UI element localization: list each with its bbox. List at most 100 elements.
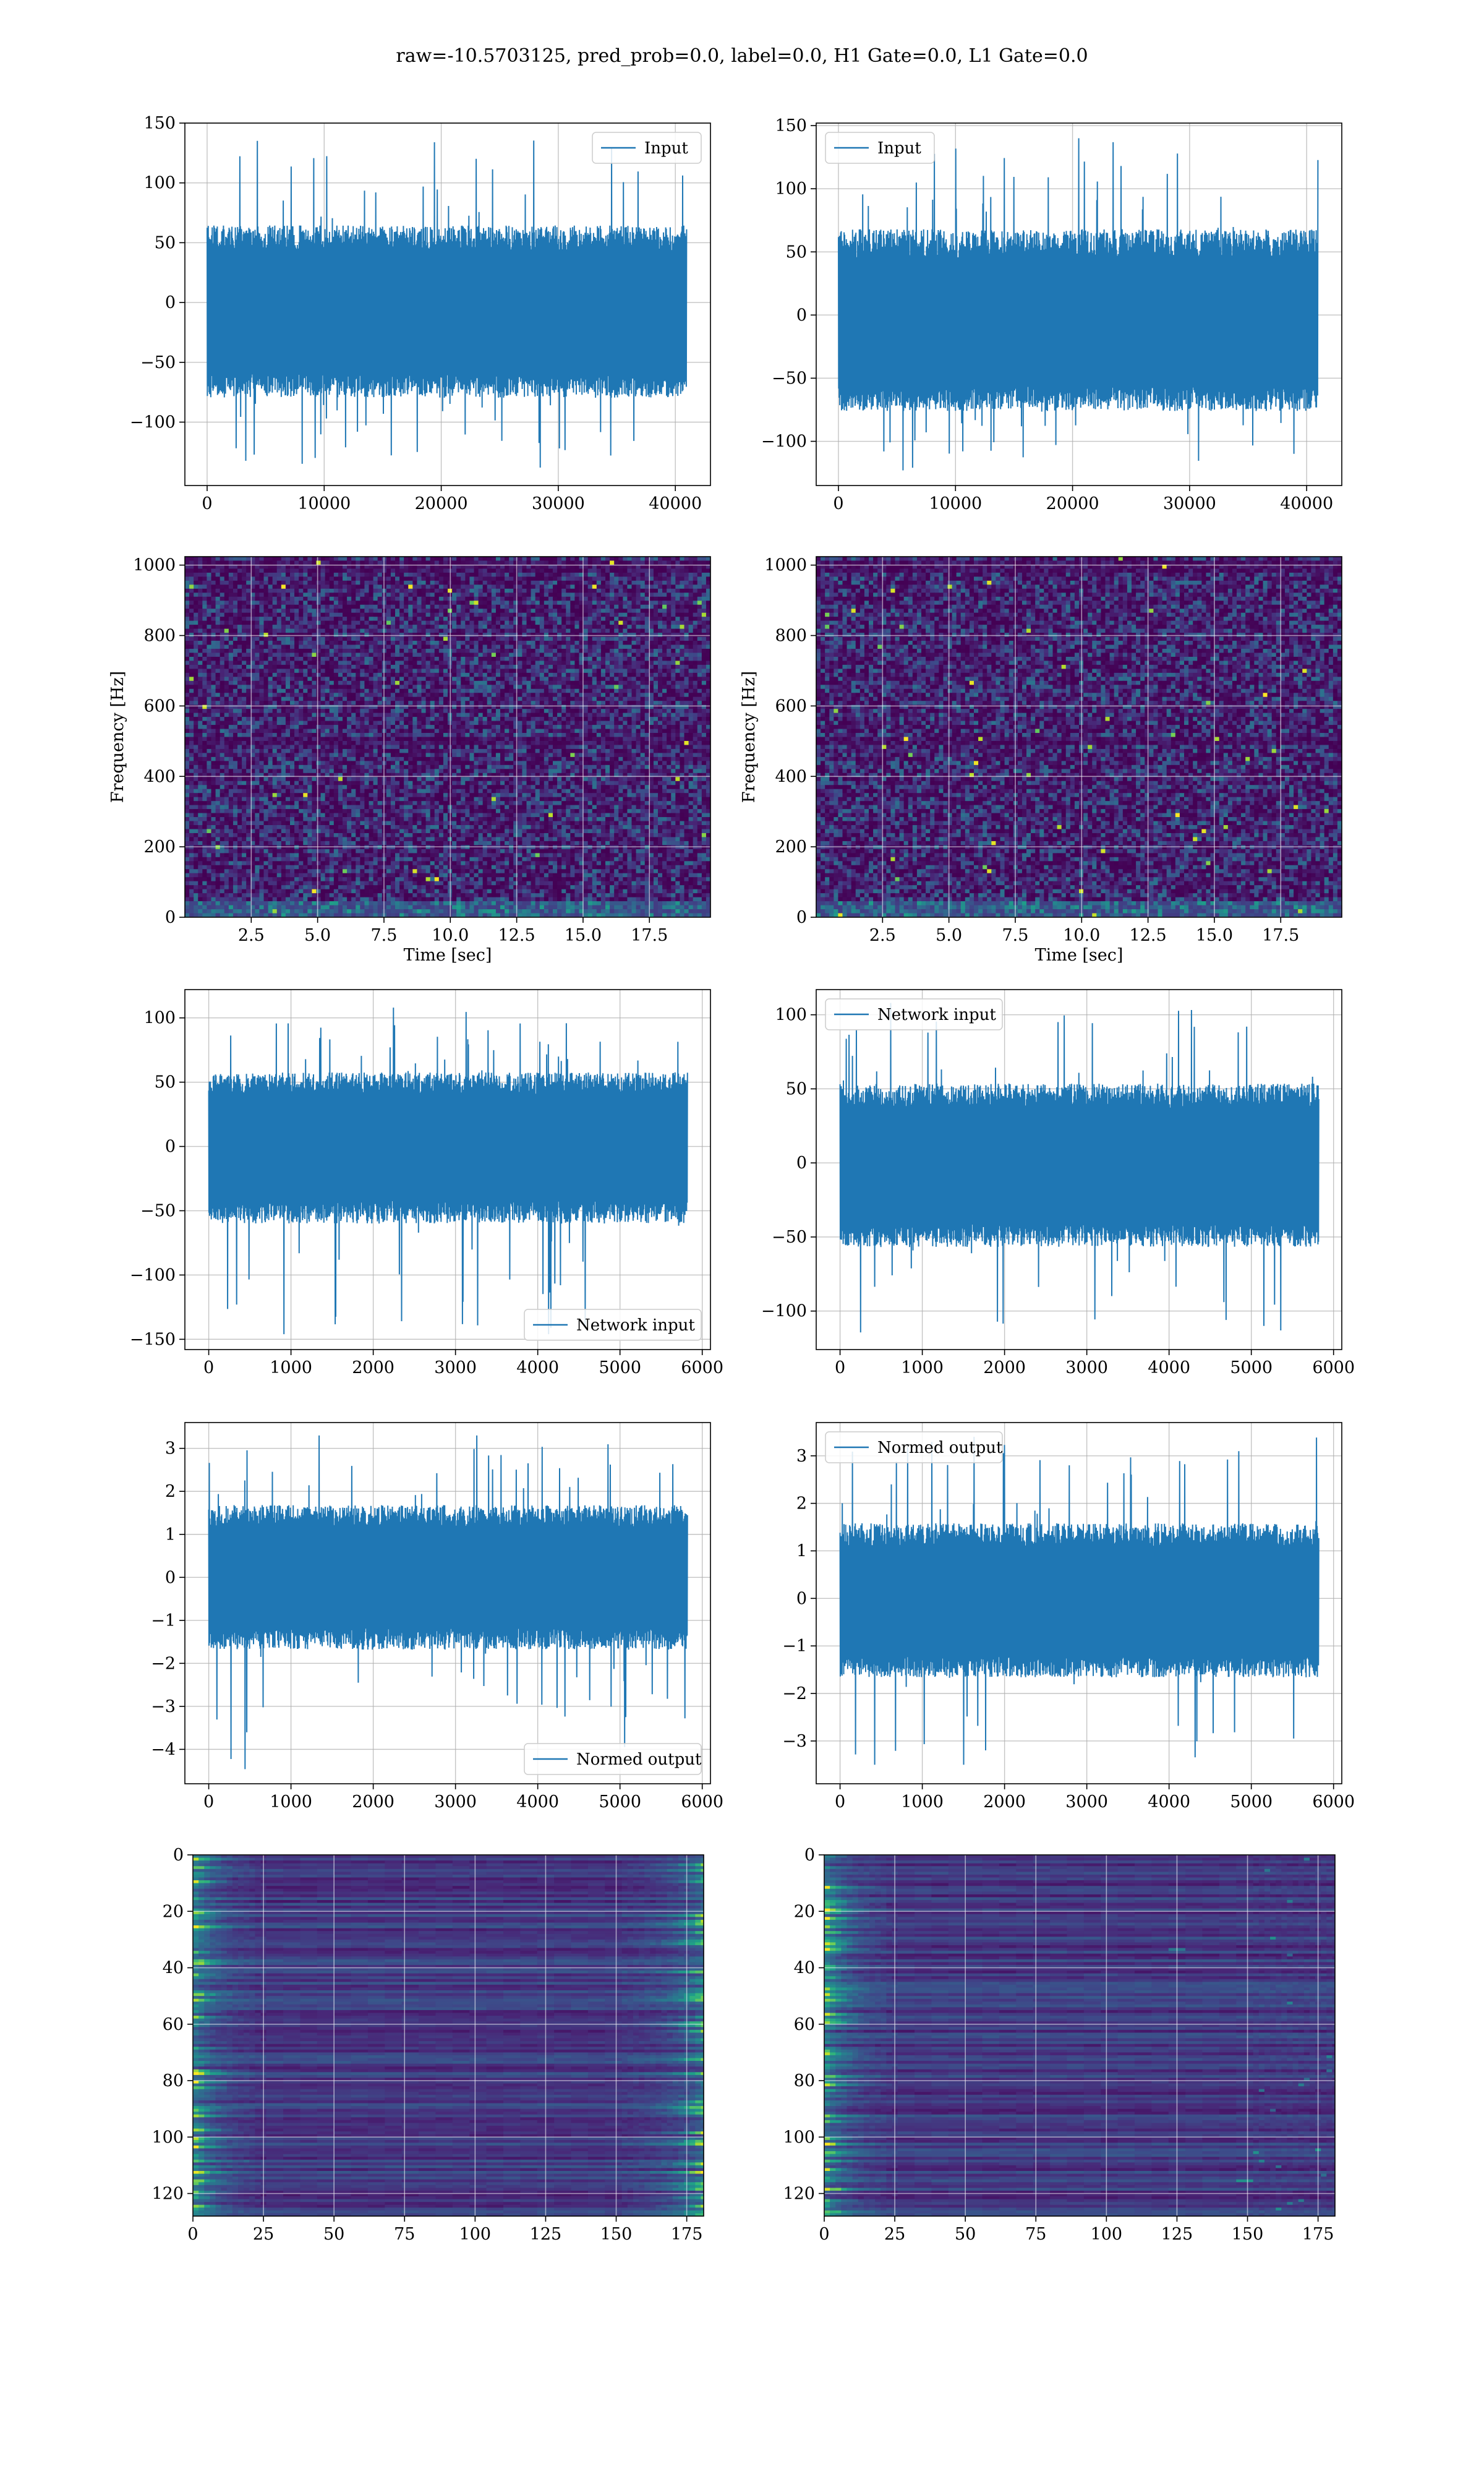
p4-ytick-label: 200: [775, 837, 807, 857]
p1-xtick-label: 20000: [415, 494, 468, 513]
p8-ytick-label: 1: [796, 1541, 807, 1560]
p3-ylabel: Frequency [Hz]: [108, 671, 127, 803]
p2-legend-label: Input: [877, 139, 921, 158]
p3-xtick-label: 15.0: [565, 926, 602, 945]
p6-xtick-label: 5000: [1230, 1358, 1273, 1377]
p8-ytick-label: 2: [796, 1494, 807, 1513]
p8-xtick-label: 3000: [1065, 1792, 1108, 1812]
p4-xtick-label: 15.0: [1196, 926, 1233, 945]
p7-ticks: 0 1000 2000 3000 4000 5000 6000 −4 −3 −2 −1 0 1 2 3: [151, 1439, 723, 1812]
p7-ytick-label: 0: [165, 1568, 176, 1587]
p9-ytick-label: 0: [173, 1846, 184, 1865]
p5-xtick-label: 3000: [434, 1358, 477, 1377]
p5-series-line: [208, 1008, 688, 1335]
p5-ytick-label: −50: [140, 1202, 176, 1221]
p2-xtick-label: 20000: [1046, 494, 1099, 513]
p9-ytick-label: 40: [163, 1959, 184, 1978]
p7-axes-frame: [184, 1422, 711, 1784]
p9-ytick-label: 60: [163, 2015, 184, 2034]
p7-xtick-label: 3000: [434, 1792, 477, 1812]
p4-xtick-label: 12.5: [1130, 926, 1167, 945]
p3-xtick-label: 12.5: [498, 926, 535, 945]
p9-xtick-label: 0: [187, 2225, 198, 2244]
p4-ytick-label: 800: [775, 627, 807, 646]
panel-p10: 0 25 50 75 100 125 150 175 0 20 40 60 80 100 120: [783, 1846, 1336, 2244]
p1-ytick-label: 150: [143, 114, 176, 133]
p9-xtick-label: 125: [530, 2225, 562, 2244]
p9-ytick-label: 20: [163, 1902, 184, 1921]
p4-xlabel: Time [sec]: [1035, 946, 1124, 965]
p9-heatmap-image: [193, 1855, 704, 2216]
p8-axes-frame: [816, 1422, 1342, 1784]
p4-heatmap-image: [816, 557, 1342, 917]
p3-ytick-label: 0: [165, 908, 176, 927]
panel-p2: 0 10000 20000 30000 40000 −100 −50 0 50 100 150 Inp…: [761, 116, 1342, 513]
p4-ytick-label: 0: [796, 908, 807, 927]
p6-ticks: 0 1000 2000 3000 4000 5000 6000 −100 −50 0 50 100: [761, 1006, 1355, 1377]
p8-ytick-label: −1: [782, 1637, 807, 1656]
p7-xtick-label: 0: [203, 1792, 214, 1812]
p9-xtick-label: 150: [600, 2225, 633, 2244]
p2-ytick-label: 0: [796, 306, 807, 325]
p10-ytick-label: 80: [794, 2071, 815, 2091]
p4-xtick-label: 5.0: [936, 926, 962, 945]
p5-legend-label: Network input: [576, 1316, 695, 1335]
p4-xtick-label: 2.5: [869, 926, 896, 945]
p10-xtick-label: 75: [1025, 2225, 1046, 2244]
p5-xtick-label: 4000: [516, 1358, 559, 1377]
p10-xtick-label: 25: [884, 2225, 905, 2244]
p10-ytick-label: 60: [794, 2015, 815, 2034]
p6-ytick-label: 0: [796, 1154, 807, 1173]
p8-xtick-label: 4000: [1148, 1792, 1190, 1812]
p5-xtick-label: 5000: [599, 1358, 641, 1377]
p8-legend: Normed output: [825, 1431, 1003, 1463]
p8-legend-label: Normed output: [877, 1439, 1003, 1457]
p7-legend: Normed output: [524, 1743, 702, 1775]
p3-ytick-label: 200: [143, 837, 176, 857]
p6-xtick-label: 3000: [1065, 1358, 1108, 1377]
p5-ytick-label: 0: [165, 1137, 176, 1157]
panel-p6: 0 1000 2000 3000 4000 5000 6000 −100 −50 0 50 100 Ne…: [761, 989, 1355, 1377]
p1-ytick-label: 50: [155, 233, 176, 252]
p7-ytick-label: −4: [151, 1740, 176, 1759]
p4-ytick-label: 600: [775, 696, 807, 716]
p2-legend: Input: [825, 132, 935, 164]
p3-xtick-label: 17.5: [631, 926, 668, 945]
panel-p7: 0 1000 2000 3000 4000 5000 6000 −4 −3 −2 −1 0 1 2 3 Nor…: [151, 1422, 723, 1812]
p6-xtick-label: 2000: [983, 1358, 1026, 1377]
p2-series-line: [838, 138, 1319, 471]
p9-xtick-label: 50: [323, 2225, 344, 2244]
p3-ytick-label: 400: [143, 767, 176, 786]
p8-xtick-label: 6000: [1312, 1792, 1355, 1812]
p3-ticks: 2.5 5.0 7.5 10.0 12.5 15.0 17.5 0 200 400 600 800 10…: [133, 556, 668, 945]
p7-legend-label: Normed output: [576, 1750, 702, 1769]
p9-xtick-label: 25: [253, 2225, 274, 2244]
p10-axes-frame: [824, 1854, 1336, 2217]
p7-series-line: [208, 1435, 688, 1770]
p9-ytick-label: 100: [151, 2128, 184, 2147]
p5-xtick-label: 2000: [352, 1358, 394, 1377]
p9-xtick-label: 100: [459, 2225, 492, 2244]
p6-xtick-label: 6000: [1312, 1358, 1355, 1377]
p3-ytick-label: 800: [143, 627, 176, 646]
p3-ytick-label: 1000: [133, 556, 176, 575]
p5-xtick-label: 6000: [681, 1358, 723, 1377]
p2-ytick-label: −50: [772, 369, 807, 388]
p8-ytick-label: 0: [796, 1589, 807, 1608]
p10-ytick-label: 40: [794, 1959, 815, 1978]
p4-xtick-label: 7.5: [1002, 926, 1028, 945]
p6-ytick-label: −50: [772, 1228, 807, 1247]
panel-p9: 0 25 50 75 100 125 150 175 0 20 40 60 80 100 120: [151, 1846, 704, 2244]
p5-ticks: 0 1000 2000 3000 4000 5000 6000 −150 −100 −50 0 50 1…: [130, 1009, 723, 1377]
panel-p4: 2.5 5.0 7.5 10.0 12.5 15.0 17.5 0 200 400 600 800 10…: [740, 556, 1342, 965]
p8-ytick-label: −3: [782, 1732, 807, 1751]
p2-ytick-label: 100: [775, 179, 807, 199]
p7-ytick-label: 3: [165, 1439, 176, 1458]
p7-xtick-label: 6000: [681, 1792, 723, 1812]
p5-ytick-label: 50: [155, 1073, 176, 1092]
p7-xtick-label: 5000: [599, 1792, 641, 1812]
p6-xtick-label: 0: [835, 1358, 845, 1377]
panel-p3: 2.5 5.0 7.5 10.0 12.5 15.0 17.5 0 200 400 600 800 10…: [108, 556, 711, 965]
p1-ytick-label: −50: [140, 353, 176, 372]
p8-series-line: [839, 1437, 1320, 1765]
